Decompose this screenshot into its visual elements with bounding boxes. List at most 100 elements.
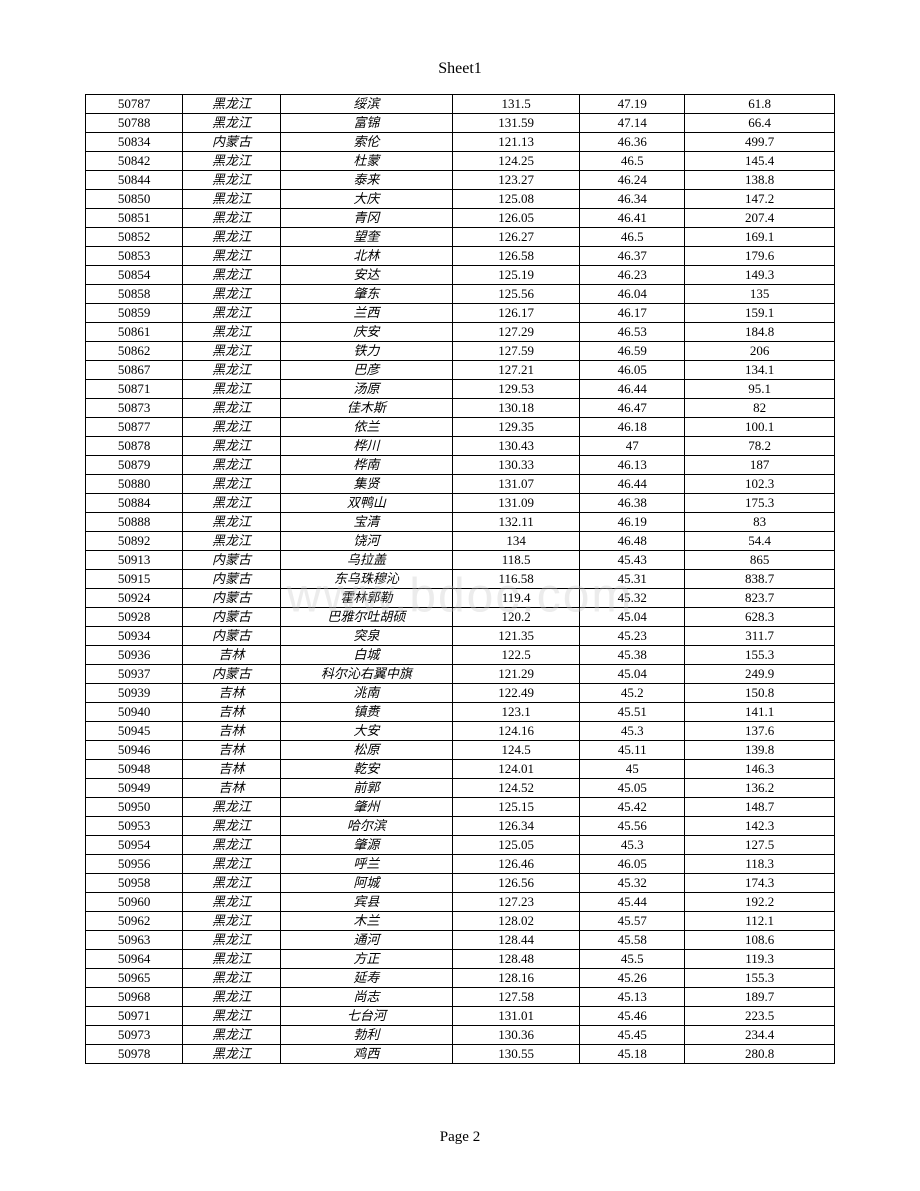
table-cell: 50788 bbox=[86, 114, 183, 133]
table-cell: 823.7 bbox=[685, 589, 835, 608]
table-cell: 宝清 bbox=[280, 513, 452, 532]
table-cell: 50878 bbox=[86, 437, 183, 456]
table-cell: 延寿 bbox=[280, 969, 452, 988]
table-cell: 50850 bbox=[86, 190, 183, 209]
table-cell: 45.11 bbox=[580, 741, 685, 760]
table-row: 50934内蒙古突泉121.3545.23311.7 bbox=[86, 627, 835, 646]
table-cell: 50956 bbox=[86, 855, 183, 874]
table-cell: 佳木斯 bbox=[280, 399, 452, 418]
table-cell: 112.1 bbox=[685, 912, 835, 931]
table-cell: 吉林 bbox=[183, 779, 280, 798]
table-cell: 肇源 bbox=[280, 836, 452, 855]
table-row: 50867黑龙江巴彦127.2146.05134.1 bbox=[86, 361, 835, 380]
table-cell: 黑龙江 bbox=[183, 874, 280, 893]
table-row: 50852黑龙江望奎126.2746.5169.1 bbox=[86, 228, 835, 247]
table-cell: 45.18 bbox=[580, 1045, 685, 1064]
table-cell: 黑龙江 bbox=[183, 494, 280, 513]
table-cell: 206 bbox=[685, 342, 835, 361]
table-cell: 50950 bbox=[86, 798, 183, 817]
table-cell: 45.05 bbox=[580, 779, 685, 798]
table-cell: 46.23 bbox=[580, 266, 685, 285]
table-cell: 45.45 bbox=[580, 1026, 685, 1045]
table-cell: 45.3 bbox=[580, 836, 685, 855]
table-cell: 174.3 bbox=[685, 874, 835, 893]
table-cell: 124.52 bbox=[452, 779, 579, 798]
table-cell: 145.4 bbox=[685, 152, 835, 171]
table-cell: 50858 bbox=[86, 285, 183, 304]
table-cell: 50978 bbox=[86, 1045, 183, 1064]
table-cell: 45.31 bbox=[580, 570, 685, 589]
table-cell: 45.23 bbox=[580, 627, 685, 646]
table-row: 50879黑龙江桦南130.3346.13187 bbox=[86, 456, 835, 475]
table-row: 50880黑龙江集贤131.0746.44102.3 bbox=[86, 475, 835, 494]
table-cell: 46.13 bbox=[580, 456, 685, 475]
table-cell: 46.44 bbox=[580, 475, 685, 494]
table-cell: 130.36 bbox=[452, 1026, 579, 1045]
table-cell: 138.8 bbox=[685, 171, 835, 190]
table-row: 50862黑龙江铁力127.5946.59206 bbox=[86, 342, 835, 361]
table-cell: 95.1 bbox=[685, 380, 835, 399]
table-cell: 223.5 bbox=[685, 1007, 835, 1026]
table-row: 50949吉林前郭124.5245.05136.2 bbox=[86, 779, 835, 798]
table-cell: 50965 bbox=[86, 969, 183, 988]
table-cell: 巴彦 bbox=[280, 361, 452, 380]
table-cell: 46.04 bbox=[580, 285, 685, 304]
table-cell: 119.4 bbox=[452, 589, 579, 608]
table-row: 50892黑龙江饶河13446.4854.4 bbox=[86, 532, 835, 551]
table-row: 50940吉林镇赉123.145.51141.1 bbox=[86, 703, 835, 722]
table-cell: 东乌珠穆沁 bbox=[280, 570, 452, 589]
table-cell: 黑龙江 bbox=[183, 456, 280, 475]
table-cell: 黑龙江 bbox=[183, 893, 280, 912]
data-table: 50787黑龙江绥滨131.547.1961.850788黑龙江富锦131.59… bbox=[85, 94, 835, 1064]
table-row: 50948吉林乾安124.0145146.3 bbox=[86, 760, 835, 779]
table-row: 50788黑龙江富锦131.5947.1466.4 bbox=[86, 114, 835, 133]
table-cell: 45.32 bbox=[580, 874, 685, 893]
table-row: 50973黑龙江勃利130.3645.45234.4 bbox=[86, 1026, 835, 1045]
table-cell: 280.8 bbox=[685, 1045, 835, 1064]
table-cell: 吉林 bbox=[183, 760, 280, 779]
table-cell: 125.15 bbox=[452, 798, 579, 817]
table-cell: 129.35 bbox=[452, 418, 579, 437]
table-cell: 45.46 bbox=[580, 1007, 685, 1026]
table-cell: 45.32 bbox=[580, 589, 685, 608]
table-cell: 50953 bbox=[86, 817, 183, 836]
table-cell: 巴雅尔吐胡硕 bbox=[280, 608, 452, 627]
table-cell: 50962 bbox=[86, 912, 183, 931]
table-cell: 依兰 bbox=[280, 418, 452, 437]
table-cell: 铁力 bbox=[280, 342, 452, 361]
table-cell: 131.07 bbox=[452, 475, 579, 494]
table-cell: 大庆 bbox=[280, 190, 452, 209]
table-cell: 50939 bbox=[86, 684, 183, 703]
table-cell: 45.44 bbox=[580, 893, 685, 912]
table-cell: 乌拉盖 bbox=[280, 551, 452, 570]
table-cell: 126.05 bbox=[452, 209, 579, 228]
table-cell: 46.24 bbox=[580, 171, 685, 190]
table-cell: 50964 bbox=[86, 950, 183, 969]
table-cell: 黑龙江 bbox=[183, 399, 280, 418]
table-cell: 黑龙江 bbox=[183, 912, 280, 931]
table-cell: 82 bbox=[685, 399, 835, 418]
table-cell: 311.7 bbox=[685, 627, 835, 646]
table-cell: 131.01 bbox=[452, 1007, 579, 1026]
table-cell: 127.29 bbox=[452, 323, 579, 342]
table-cell: 45.58 bbox=[580, 931, 685, 950]
table-cell: 方正 bbox=[280, 950, 452, 969]
table-row: 50858黑龙江肇东125.5646.04135 bbox=[86, 285, 835, 304]
table-cell: 100.1 bbox=[685, 418, 835, 437]
table-cell: 120.2 bbox=[452, 608, 579, 627]
table-cell: 130.18 bbox=[452, 399, 579, 418]
table-cell: 50884 bbox=[86, 494, 183, 513]
table-cell: 45.26 bbox=[580, 969, 685, 988]
table-cell: 499.7 bbox=[685, 133, 835, 152]
table-row: 50964黑龙江方正128.4845.5119.3 bbox=[86, 950, 835, 969]
table-cell: 50924 bbox=[86, 589, 183, 608]
table-cell: 50971 bbox=[86, 1007, 183, 1026]
table-cell: 呼兰 bbox=[280, 855, 452, 874]
table-cell: 192.2 bbox=[685, 893, 835, 912]
table-row: 50834内蒙古索伦121.1346.36499.7 bbox=[86, 133, 835, 152]
table-cell: 内蒙古 bbox=[183, 627, 280, 646]
table-cell: 184.8 bbox=[685, 323, 835, 342]
table-cell: 131.09 bbox=[452, 494, 579, 513]
table-cell: 124.01 bbox=[452, 760, 579, 779]
table-cell: 45.3 bbox=[580, 722, 685, 741]
